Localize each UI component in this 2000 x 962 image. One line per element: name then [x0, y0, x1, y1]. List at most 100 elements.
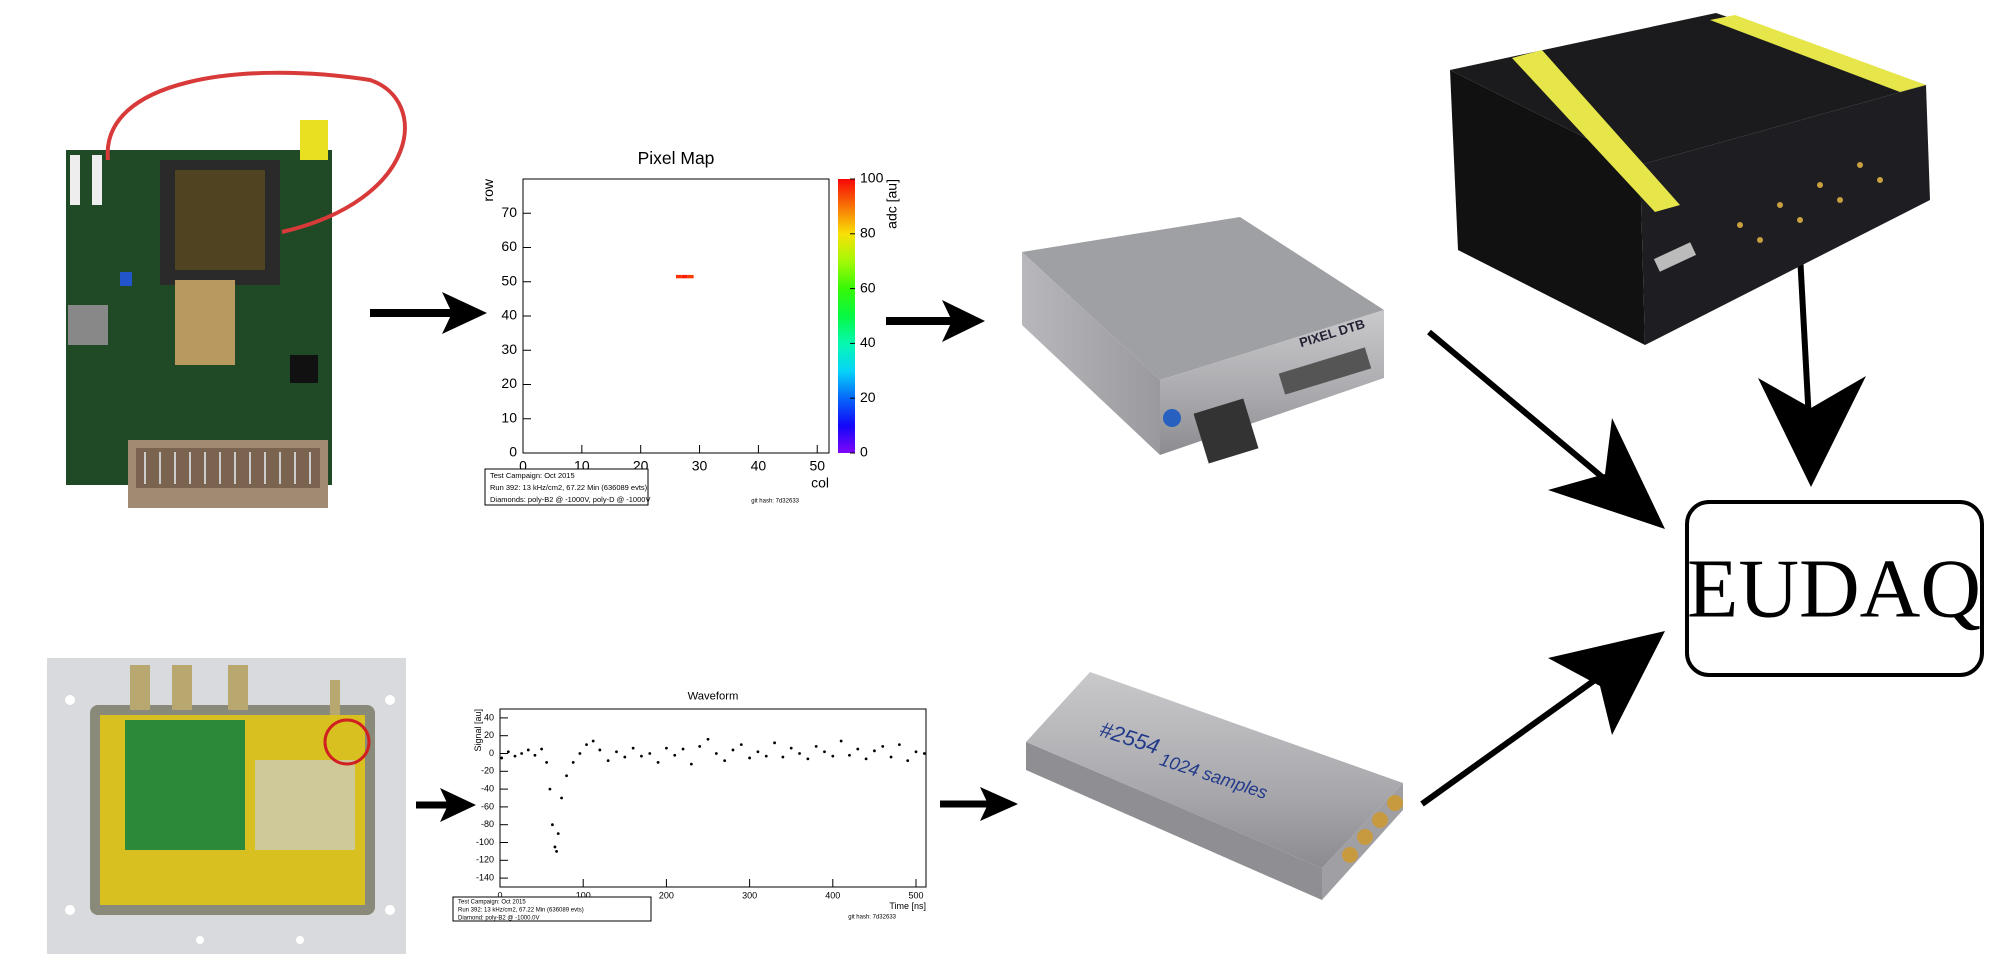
waveform-point	[585, 743, 588, 746]
waveform-point	[731, 748, 735, 752]
y-tick-label: 10	[501, 409, 517, 425]
waveform-point	[578, 752, 582, 755]
waveform-point	[615, 750, 618, 754]
y-tick-label: 70	[501, 204, 517, 220]
z-tick-label: 20	[860, 389, 876, 405]
waveform-point	[698, 744, 702, 748]
waveform-point	[798, 752, 801, 755]
y-tick-label: 50	[501, 272, 517, 288]
waveform-point	[823, 750, 826, 754]
waveform-point	[781, 755, 785, 759]
waveform-point	[553, 845, 557, 849]
plot-title: Pixel Map	[638, 148, 715, 168]
waveform-point	[914, 750, 918, 754]
waveform-point	[560, 796, 563, 800]
waveform-point	[606, 759, 610, 763]
waveform-point	[856, 747, 860, 751]
waveform-point	[897, 743, 901, 746]
y-tick-label: -80	[481, 819, 494, 829]
waveform-point	[640, 754, 643, 758]
waveform-point	[922, 752, 926, 755]
y-tick-label: 60	[501, 238, 517, 254]
z-tick-label: 100	[860, 170, 884, 186]
waveform-point	[706, 737, 710, 741]
z-tick-label: 80	[860, 225, 876, 241]
waveform-point	[648, 752, 652, 755]
x-tick-label: 0	[497, 890, 502, 900]
y-axis-label: row	[480, 178, 496, 201]
waveform-point	[873, 749, 876, 753]
waveform-point	[540, 747, 544, 751]
waveform-point	[689, 762, 693, 766]
waveform-point	[545, 761, 548, 764]
z-tick-label: 60	[860, 279, 876, 295]
waveform-point	[555, 850, 558, 853]
y-tick-label: -140	[476, 872, 494, 882]
y-tick-label: 0	[509, 444, 517, 460]
y-tick-label: 20	[501, 375, 517, 391]
eudaq-label: EUDAQ	[1687, 542, 1981, 635]
x-axis-label: col	[811, 475, 829, 491]
waveform-point	[526, 748, 530, 752]
waveform-point	[500, 756, 504, 760]
waveform-point	[565, 774, 568, 778]
waveform-point	[513, 754, 517, 758]
y-tick-label: 30	[501, 341, 517, 357]
waveform-point	[571, 761, 575, 764]
waveform-point	[848, 753, 851, 757]
y-tick-label: 40	[501, 307, 517, 323]
pixel-hit	[687, 274, 694, 279]
y-tick-label: -60	[481, 801, 494, 811]
waveform-point	[839, 739, 843, 743]
waveform-point	[681, 747, 685, 751]
waveform-point	[906, 759, 910, 763]
waveform-point	[806, 757, 810, 761]
plot-frame	[522, 178, 830, 454]
git-hash: git hash: 7d32633	[751, 499, 799, 505]
x-tick-label: 40	[751, 458, 767, 474]
waveform-point	[748, 756, 752, 760]
y-tick-label: -20	[481, 766, 494, 776]
z-tick-label: 40	[860, 334, 876, 350]
waveform-point	[814, 744, 818, 748]
waveform-point	[556, 832, 560, 835]
waveform-point	[598, 748, 602, 752]
x-tick-label: 500	[909, 890, 924, 900]
x-tick-label: 30	[692, 458, 708, 474]
z-tick-label: 0	[860, 444, 868, 460]
x-tick-label: 100	[576, 890, 591, 900]
waveform-point	[548, 787, 552, 791]
waveform-point	[831, 754, 835, 758]
waveform-point	[631, 746, 635, 750]
stats-line: Run 392: 13 kHz/cm2, 67.22 Min (636089 e…	[458, 907, 584, 913]
y-tick-label: 20	[484, 730, 494, 740]
waveform-point	[623, 755, 627, 759]
color-bar	[838, 179, 855, 453]
y-tick-label: -120	[476, 855, 494, 865]
plot-title: Waveform	[688, 690, 739, 702]
y-tick-label: -100	[476, 837, 494, 847]
pixel-hit	[676, 274, 682, 279]
waveform-point	[773, 741, 776, 745]
waveform-point	[551, 823, 554, 827]
waveform-point	[789, 746, 793, 750]
waveform-point	[739, 743, 743, 746]
waveform-point	[764, 754, 768, 758]
waveform-point	[889, 755, 893, 759]
stats-line: Run 392: 13 kHz/cm2, 67.22 Min (636089 e…	[490, 483, 648, 492]
x-tick-label: 0	[519, 458, 527, 474]
pcb-photo	[66, 70, 407, 508]
y-tick-label: 0	[489, 748, 494, 758]
waveform-point	[506, 750, 510, 754]
y-tick-label: -40	[481, 783, 494, 793]
waveform-point	[520, 752, 524, 755]
y-axis-label: Signal [au]	[473, 709, 483, 752]
stats-line: Diamond: poly-B2 @ -1000.0V	[458, 915, 539, 921]
waveform-point	[591, 739, 595, 743]
x-axis-label: Time [ns]	[889, 901, 926, 911]
waveform-point	[881, 744, 885, 748]
x-tick-label: 400	[825, 890, 840, 900]
git-hash: git hash: 7d32633	[848, 915, 896, 921]
waveform-point	[656, 761, 660, 764]
